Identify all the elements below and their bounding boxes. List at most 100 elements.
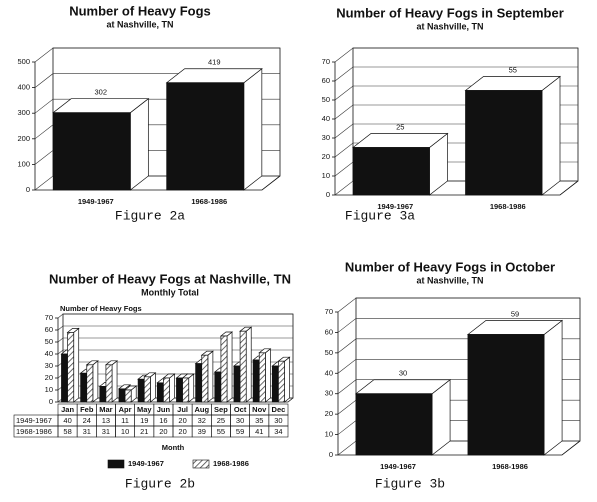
bar bbox=[201, 354, 209, 403]
floor bbox=[58, 397, 294, 403]
table-row-header: 1949-1967 bbox=[16, 416, 52, 425]
bar bbox=[214, 371, 222, 403]
bar-side bbox=[245, 326, 252, 403]
y-tick-label: 60 bbox=[322, 76, 330, 85]
grid-line bbox=[34, 47, 280, 63]
bar bbox=[137, 378, 145, 403]
y-tick-label: 10 bbox=[322, 171, 330, 180]
bar bbox=[467, 334, 545, 456]
bar bbox=[61, 353, 68, 403]
legend-label: 1968-1986 bbox=[213, 459, 249, 468]
table-value: 25 bbox=[217, 416, 225, 425]
y-tick-label: 50 bbox=[322, 95, 330, 104]
table-value: 24 bbox=[83, 416, 91, 425]
caption: Figure 2b bbox=[125, 476, 195, 491]
table-value: 59 bbox=[236, 427, 244, 436]
y-tick-label: 0 bbox=[326, 190, 330, 199]
chart-subtitle: at Nashville, TN bbox=[416, 21, 483, 31]
bar bbox=[278, 360, 285, 403]
bar bbox=[86, 364, 94, 403]
bar bbox=[258, 352, 266, 403]
x-tick-label: Jun bbox=[157, 405, 171, 414]
x-tick-label: Jul bbox=[177, 405, 188, 414]
bar bbox=[99, 386, 107, 403]
grid-line bbox=[337, 318, 580, 333]
bar-group bbox=[143, 372, 157, 403]
table-value: 20 bbox=[178, 416, 186, 425]
x-tick-label: Sep bbox=[214, 405, 228, 414]
bar-group bbox=[162, 373, 176, 403]
table-value: 30 bbox=[236, 416, 244, 425]
y-tick-label: 40 bbox=[322, 114, 330, 123]
y-tick-label: 70 bbox=[325, 307, 333, 316]
legend-swatch bbox=[192, 459, 210, 469]
chart-title: Number of Heavy Fogs in October bbox=[345, 259, 555, 274]
data-label: 55 bbox=[509, 65, 517, 74]
chart-subtitle: at Nashville, TN bbox=[106, 19, 173, 29]
table-value: 10 bbox=[121, 427, 129, 436]
bar-side bbox=[541, 75, 561, 196]
y-tick-label: 100 bbox=[17, 159, 30, 168]
y-tick-label: 70 bbox=[322, 57, 330, 66]
y-tick-label: 0 bbox=[49, 397, 53, 406]
bar-side bbox=[73, 327, 80, 403]
grid-line bbox=[57, 325, 293, 331]
table-value: 58 bbox=[63, 427, 71, 436]
bar bbox=[80, 372, 88, 403]
bar bbox=[156, 382, 164, 403]
y-tick-label: 0 bbox=[26, 185, 30, 194]
grid-line bbox=[57, 337, 293, 343]
table-cell bbox=[13, 425, 59, 438]
data-label: 25 bbox=[396, 122, 404, 131]
bar-side bbox=[265, 348, 271, 403]
y-tick-label: 70 bbox=[45, 313, 53, 322]
bar bbox=[233, 365, 241, 403]
data-label: 302 bbox=[94, 88, 107, 97]
bar-side bbox=[207, 350, 214, 403]
bar-side bbox=[169, 373, 175, 403]
table-value: 32 bbox=[198, 416, 206, 425]
y-tick-label: 300 bbox=[17, 108, 30, 117]
y-tick-label: 30 bbox=[45, 361, 53, 370]
chart-subtitle: at Nashville, TN bbox=[416, 275, 483, 285]
chart-subtitle: Monthly Total bbox=[141, 287, 199, 297]
legend-swatch bbox=[107, 459, 125, 469]
chart-title: Number of Heavy Fogs bbox=[69, 3, 211, 18]
bar bbox=[105, 364, 113, 403]
grid-line bbox=[334, 66, 578, 82]
y-tick-label: 20 bbox=[45, 373, 53, 382]
bar bbox=[163, 377, 170, 403]
chart-title: Number of Heavy Fogs at Nashville, TN bbox=[49, 271, 291, 286]
y-tick-label: 10 bbox=[45, 385, 53, 394]
bar bbox=[195, 363, 203, 403]
bar bbox=[252, 359, 260, 403]
bar bbox=[271, 365, 279, 403]
y-tick-label: 200 bbox=[17, 134, 30, 143]
y-tick-label: 400 bbox=[17, 83, 30, 92]
x-tick-label: Aug bbox=[194, 405, 209, 414]
x-tick-label: 1968-1986 bbox=[490, 202, 526, 211]
caption: Figure 3a bbox=[345, 208, 415, 223]
bar bbox=[67, 332, 75, 403]
table-value: 31 bbox=[83, 427, 91, 436]
table-value: 21 bbox=[140, 427, 148, 436]
bar-side bbox=[226, 331, 233, 403]
bar bbox=[220, 335, 228, 403]
grid-line bbox=[337, 297, 580, 313]
y-tick-label: 50 bbox=[45, 337, 53, 346]
data-label: 30 bbox=[399, 369, 407, 378]
table-value: 20 bbox=[159, 427, 167, 436]
bar-group bbox=[85, 360, 99, 403]
bar-group bbox=[239, 326, 253, 403]
data-label: 419 bbox=[208, 58, 221, 67]
x-tick-label: 1968-1986 bbox=[191, 197, 227, 206]
x-axis-label: Month bbox=[162, 443, 185, 452]
grid-line bbox=[57, 313, 293, 319]
y-tick-label: 10 bbox=[325, 430, 333, 439]
table-value: 30 bbox=[274, 416, 282, 425]
x-tick-label: 1968-1986 bbox=[492, 462, 528, 471]
y-tick-label: 40 bbox=[45, 349, 53, 358]
x-tick-label: Feb bbox=[80, 405, 94, 414]
bar bbox=[118, 388, 126, 403]
